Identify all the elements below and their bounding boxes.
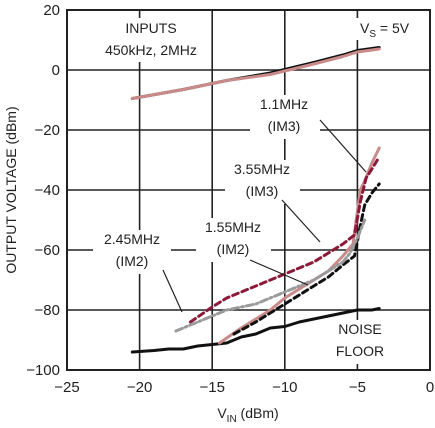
- series-group: [130, 46, 381, 354]
- a2-line2: (IM3): [246, 183, 279, 199]
- x-tick-label-3: −10: [272, 379, 297, 396]
- vs-main: V: [360, 20, 370, 36]
- y-tick-labels: −100 −80 −60 −40 −20 0 20: [26, 2, 60, 379]
- y-tick-label-0: −100: [26, 362, 60, 379]
- y-tick-label-1: −80: [35, 302, 60, 319]
- x-axis-title-unit: (dBm): [237, 405, 279, 421]
- x-tick-labels: −25 −20 −15 −10 −5 0: [54, 379, 434, 396]
- y-tick-label-6: 20: [43, 2, 60, 19]
- x-axis-title-sub: IN: [227, 414, 237, 425]
- x-tick-label-2: −15: [199, 379, 224, 396]
- inputs-freq-label: 450kHz, 2MHz: [105, 42, 197, 58]
- leader-1p1: [319, 119, 367, 173]
- series-line-im2_2p45: [174, 218, 367, 333]
- a3-line2: (IM2): [217, 241, 250, 257]
- series-line-noise_floor: [130, 307, 381, 354]
- noise-line2: FLOOR: [336, 343, 384, 359]
- noise-label-bg: [331, 320, 389, 364]
- vs-label-bg: [355, 18, 423, 40]
- leader-2p45: [162, 269, 183, 313]
- series-line-im3_3p55: [188, 155, 381, 324]
- noise-line1: NOISE: [338, 321, 382, 337]
- inputs-label-bg: [95, 18, 210, 62]
- x-tick-label-5: 0: [426, 379, 434, 396]
- a1-line1: 1.1MHz: [260, 96, 308, 112]
- y-tick-label-4: −20: [35, 122, 60, 139]
- plot-frame: [66, 9, 431, 371]
- x-tick-label-1: −20: [127, 379, 152, 396]
- leader-3p55: [281, 199, 321, 243]
- a4-label-bg: [93, 230, 171, 274]
- a4-line1: 2.45MHz: [104, 231, 160, 247]
- vs-label: VS = 5V: [360, 20, 410, 40]
- a2-line1: 3.55MHz: [234, 161, 290, 177]
- x-tick-label-4: −5: [349, 379, 366, 396]
- vs-sub: S: [369, 29, 376, 40]
- x-axis-title: VIN (dBm): [217, 405, 278, 425]
- y-tick-label-3: −40: [35, 182, 60, 199]
- a4-line2: (IM2): [116, 253, 149, 269]
- a3-line1: 1.55MHz: [205, 219, 261, 235]
- inputs-label: INPUTS: [125, 20, 176, 36]
- leader-1p55: [249, 259, 309, 286]
- a1-label-bg: [250, 95, 320, 139]
- series-line-im2_1p55: [232, 182, 381, 336]
- a1-line2: (IM3): [268, 118, 301, 134]
- y-tick-label-2: −60: [35, 242, 60, 259]
- a2-label-bg: [225, 160, 300, 204]
- series-line-inputs_pink: [130, 47, 381, 100]
- x-tick-label-0: −25: [54, 379, 79, 396]
- vs-suffix: = 5V: [376, 20, 410, 36]
- y-tick-label-5: 0: [52, 62, 60, 79]
- y-axis-title: OUTPUT VOLTAGE (dBm): [3, 106, 19, 273]
- a3-label-bg: [196, 218, 271, 262]
- x-axis-title-main: V: [217, 405, 227, 421]
